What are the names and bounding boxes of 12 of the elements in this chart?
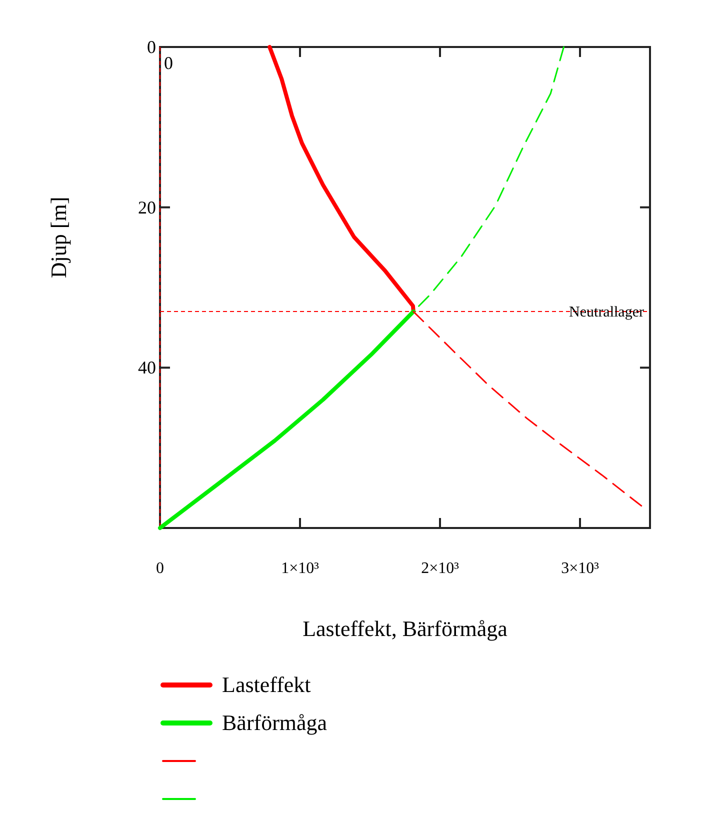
x-tick-label: 2×10³ bbox=[421, 560, 460, 577]
y-tick-label: 40 bbox=[138, 358, 156, 378]
ref-line-label: 0 bbox=[164, 53, 173, 73]
y-axis-title: Djup [m] bbox=[46, 196, 71, 278]
x-tick-label: 3×10³ bbox=[561, 560, 600, 577]
ref-line-label: Neutrallager bbox=[569, 304, 644, 321]
x-axis-title: Lasteffekt, Bärförmåga bbox=[302, 616, 508, 641]
legend-label: Bärförmåga bbox=[222, 710, 328, 735]
y-tick-label: 20 bbox=[138, 197, 156, 218]
legend-label: Lasteffekt bbox=[222, 672, 311, 697]
x-tick-label: 1×10³ bbox=[281, 560, 320, 577]
y-tick-label: 0 bbox=[147, 37, 156, 57]
